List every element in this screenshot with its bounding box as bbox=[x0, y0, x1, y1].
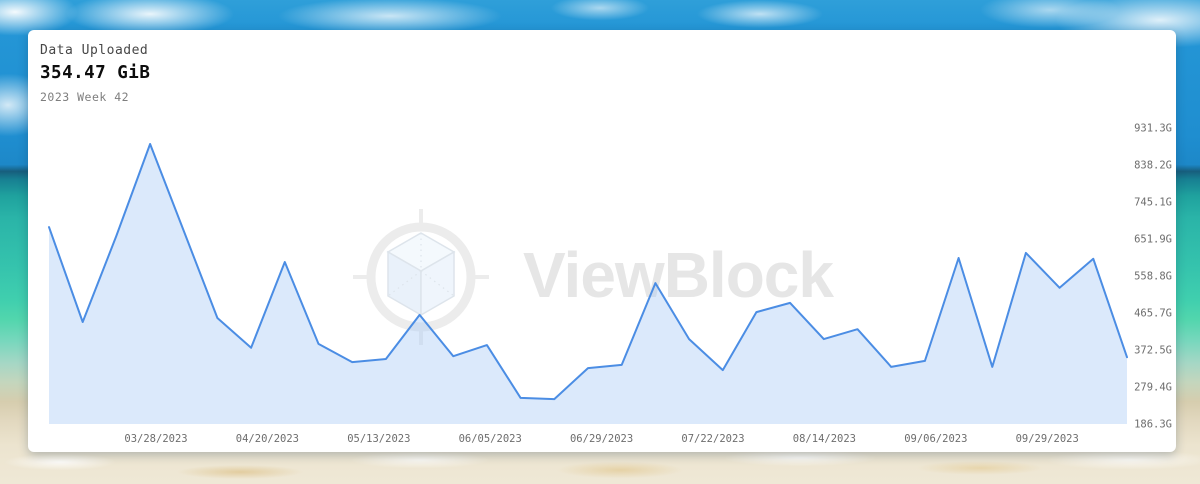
chart-card: Data Uploaded 354.47 GiB 2023 Week 42 bbox=[28, 30, 1176, 452]
x-axis-tick-label: 03/28/2023 bbox=[124, 433, 187, 445]
y-axis-tick-label: 651.9G bbox=[1134, 234, 1172, 246]
y-axis-tick-label: 745.1G bbox=[1134, 197, 1172, 209]
x-axis-tick-label: 06/29/2023 bbox=[570, 433, 633, 445]
x-axis-tick-label: 04/20/2023 bbox=[236, 433, 299, 445]
y-axis-tick-label: 186.3G bbox=[1134, 419, 1172, 431]
viewblock-logo-icon bbox=[353, 209, 489, 345]
chart-subtitle: 2023 Week 42 bbox=[40, 90, 130, 104]
viewblock-watermark-text: ViewBlock bbox=[523, 239, 834, 311]
x-axis-tick-label: 06/05/2023 bbox=[459, 433, 522, 445]
x-axis-tick-label: 05/13/2023 bbox=[347, 433, 410, 445]
y-axis-tick-label: 465.7G bbox=[1134, 308, 1172, 320]
data-line bbox=[48, 143, 1128, 401]
x-axis-tick-label: 09/29/2023 bbox=[1016, 433, 1079, 445]
y-axis-tick-label: 838.2G bbox=[1134, 160, 1172, 172]
viewblock-watermark: ViewBlock bbox=[353, 209, 835, 345]
data-uploaded-area-chart[interactable]: 186.3G 279.4G 372.5G 465.7G 558.8G 651.9G 745.… bbox=[28, 30, 1176, 452]
chart-title: Data Uploaded bbox=[40, 43, 149, 58]
chart-value: 354.47 GiB bbox=[40, 63, 151, 83]
chart-header: Data Uploaded 354.47 GiB 2023 Week 42 bbox=[40, 43, 150, 104]
y-axis-tick-label: 931.3G bbox=[1134, 123, 1172, 135]
area-fill bbox=[49, 144, 1127, 424]
x-axis-tick-label: 09/06/2023 bbox=[904, 433, 967, 445]
y-axis-tick-label: 279.4G bbox=[1134, 382, 1172, 394]
x-axis-tick-label: 07/22/2023 bbox=[681, 433, 744, 445]
x-axis-tick-label: 08/14/2023 bbox=[793, 433, 856, 445]
y-axis-tick-label: 372.5G bbox=[1134, 345, 1172, 357]
y-axis-tick-label: 558.8G bbox=[1134, 271, 1172, 283]
